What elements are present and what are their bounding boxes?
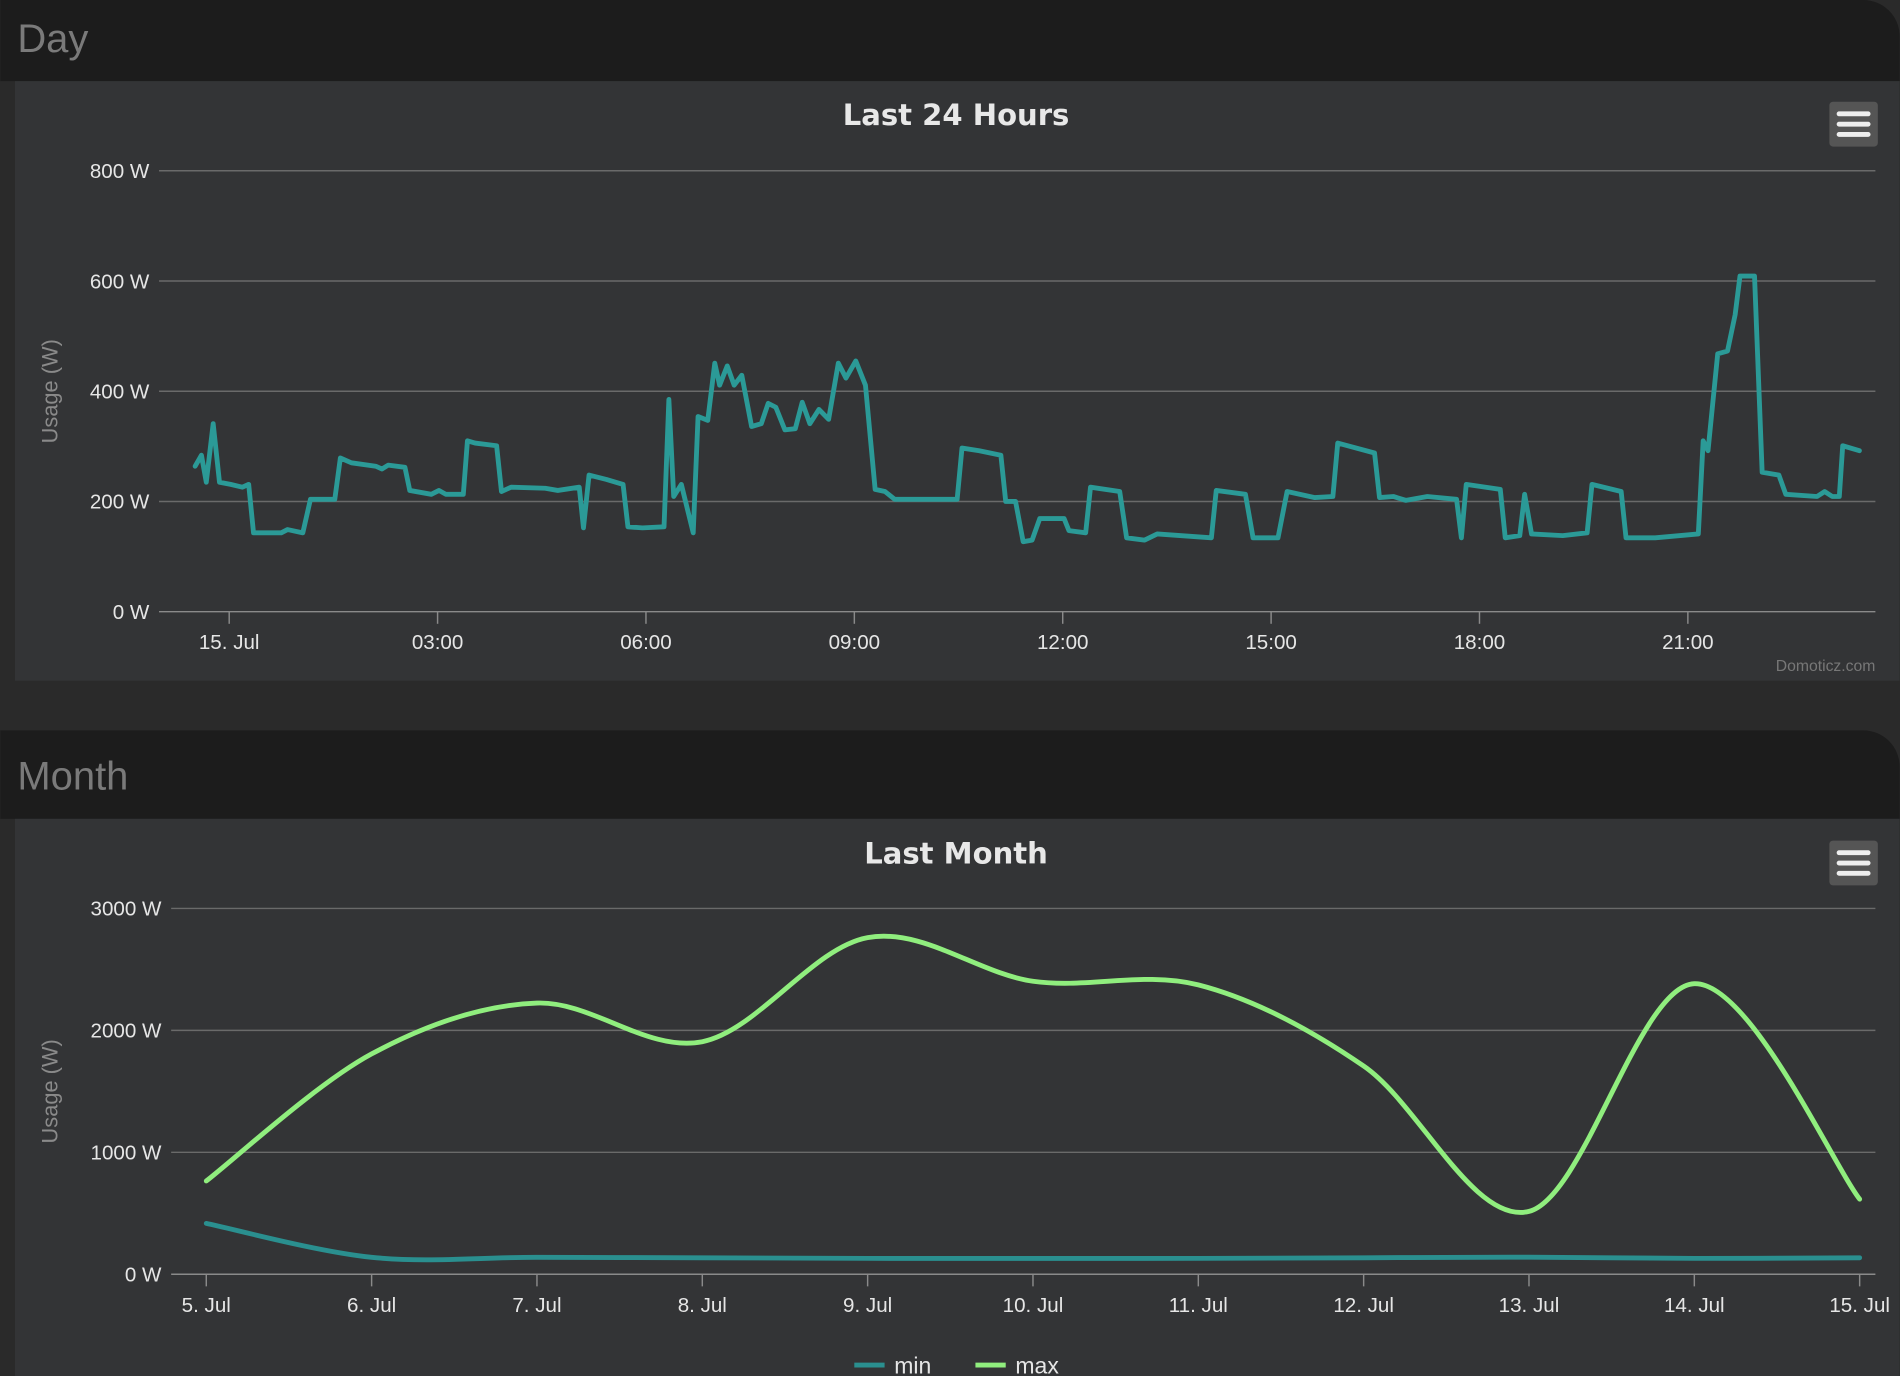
legend-label: min [894,1353,931,1376]
chart-panel [14,81,1900,681]
menu-icon[interactable] [1836,850,1871,876]
x-tick-label: 13. Jul [1499,1294,1560,1317]
data-line [203,933,1863,1215]
x-tick-label: 09:00 [829,631,881,654]
x-tick-label: 15. Jul [1829,1294,1890,1317]
x-tick-label: 7. Jul [512,1294,561,1317]
x-tick-label: 03:00 [412,631,464,654]
legend-label: max [1015,1353,1059,1376]
y-tick-label: 3000 W [91,898,162,921]
panel-title: Day [17,17,88,61]
x-tick-label: 15:00 [1245,631,1297,654]
y-axis-title: Usage (W) [37,339,62,443]
x-tick-label: 9. Jul [843,1294,892,1317]
x-tick-label: 14. Jul [1664,1294,1725,1317]
y-tick-label: 2000 W [91,1020,162,1043]
menu-button[interactable] [1829,101,1878,147]
x-tick-label: 5. Jul [182,1294,231,1317]
y-axis-title: Usage (W) [37,1039,62,1143]
y-tick-label: 200 W [90,491,150,514]
y-tick-label: 1000 W [91,1142,162,1165]
chart-title: Last 24 Hours [843,98,1070,132]
x-tick-label: 12. Jul [1333,1294,1394,1317]
y-tick-label: 400 W [90,381,150,404]
x-tick-label: 12:00 [1037,631,1089,654]
x-tick-label: 10. Jul [1003,1294,1064,1317]
chart-panel [14,818,1900,1376]
x-tick-label: 18:00 [1454,631,1506,654]
x-tick-label: 06:00 [620,631,672,654]
data-line [203,1220,1863,1263]
menu-button[interactable] [1829,840,1878,886]
y-tick-label: 600 W [90,270,150,293]
x-tick-label: 11. Jul [1169,1294,1228,1317]
panel-header [0,0,1900,82]
credit[interactable]: Domoticz.com [1776,658,1876,675]
x-tick-label: 8. Jul [678,1294,727,1317]
y-tick-label: 800 W [90,160,150,183]
x-tick-label: 21:00 [1662,631,1714,654]
data-line [192,273,1862,545]
x-tick-label: 15. Jul [199,631,260,654]
panel-header [0,730,1900,819]
chart-title: Last Month [864,837,1048,871]
y-tick-label: 0 W [113,601,150,624]
panel-title: Month [17,755,128,799]
y-tick-label: 0 W [125,1264,162,1287]
menu-icon[interactable] [1836,111,1871,137]
x-tick-label: 6. Jul [347,1294,396,1317]
